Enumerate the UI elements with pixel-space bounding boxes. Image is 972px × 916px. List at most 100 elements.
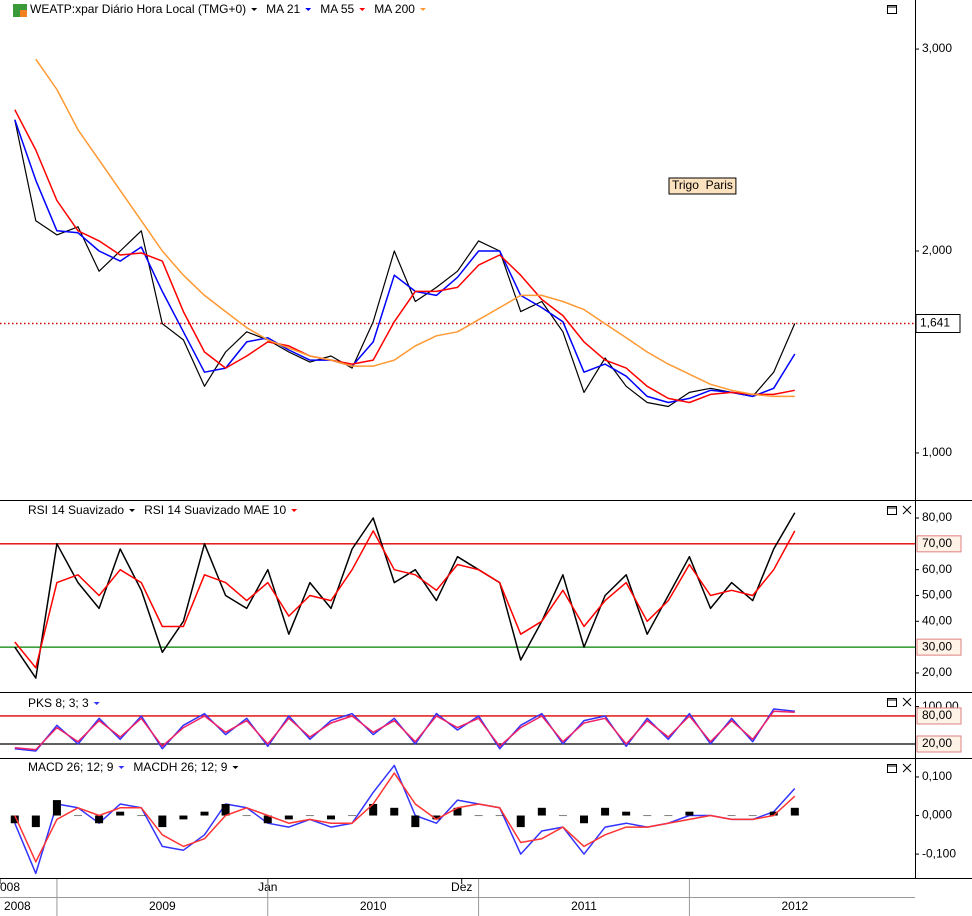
legend-entry: MACDH 26; 12; 9 [133, 760, 227, 774]
histogram-bar [221, 803, 230, 816]
last-price-box [915, 314, 961, 334]
histogram-bar [242, 815, 251, 817]
year-label: 2010 [360, 899, 387, 913]
histogram-bar [453, 807, 462, 816]
legend-dropdown [291, 509, 298, 512]
last-price-label: 1,641 [920, 316, 950, 330]
y-tick-label: 50,00 [922, 588, 952, 602]
y-tick-label: -0,100 [922, 846, 956, 860]
series-line [35, 58, 795, 398]
histogram-bar [495, 815, 504, 817]
legend-entry: MA 200 [374, 2, 415, 16]
series-line [14, 119, 796, 408]
y-tick-label: 3,000 [922, 41, 952, 55]
x-tick-label: Dez [451, 880, 472, 894]
y-tick-label: 80,00 [922, 510, 952, 524]
legend-entry: MA 55 [320, 2, 354, 16]
legend-entry: MA 21 [266, 2, 300, 16]
y-tick-label: 0,100 [922, 769, 952, 783]
year-label: 2011 [571, 899, 597, 913]
y-tick-label: 2,000 [922, 243, 952, 257]
y-tick-label: 1,000 [922, 445, 952, 459]
histogram-bar [790, 807, 799, 816]
legend-dropdown [305, 8, 312, 11]
histogram-bar [769, 811, 778, 816]
histogram-bar [116, 811, 125, 816]
histogram-bar [601, 807, 610, 816]
symbol-icon [13, 4, 27, 17]
histogram-bar [10, 815, 19, 824]
year-label: 2009 [149, 899, 176, 913]
histogram-bar [284, 815, 293, 820]
reference-label-box [916, 735, 962, 753]
histogram-bar [52, 800, 61, 816]
histogram-bar [369, 803, 378, 816]
legend-dropdown [93, 702, 100, 705]
histogram-bar [748, 815, 757, 817]
panel-plot [0, 58, 915, 408]
legend-dropdown [419, 8, 426, 11]
histogram-bar [537, 807, 546, 816]
y-tick-label: 40,00 [922, 613, 952, 627]
histogram-bar [558, 815, 567, 817]
legend-entry: WEATP:xpar Diário Hora Local (TMG+0) [30, 2, 246, 16]
histogram-bar [179, 815, 188, 820]
y-tick-label: 60,00 [922, 562, 952, 576]
histogram-bar [390, 807, 399, 816]
legend-entry: RSI 14 Suavizado [28, 503, 124, 517]
histogram-bar [622, 811, 631, 816]
histogram-bar [685, 811, 694, 816]
legend-entry: PKS 8; 3; 3 [28, 696, 89, 710]
legend-dropdown [118, 766, 125, 769]
panel-plot [0, 708, 915, 752]
histogram-bar [95, 815, 104, 824]
year-label: 2012 [781, 899, 808, 913]
x-tick-label: 008 [0, 880, 20, 894]
legend-entry: RSI 14 Suavizado MAE 10 [144, 503, 286, 517]
histogram-bar [348, 815, 357, 817]
histogram-bar [579, 815, 588, 824]
series-line [14, 530, 796, 669]
histogram-bar [411, 815, 420, 828]
histogram-bar [305, 815, 314, 817]
histogram-bar [263, 815, 272, 824]
year-label: 2008 [4, 899, 31, 913]
legend-dropdown [232, 766, 239, 769]
reference-label-box [916, 707, 962, 725]
panel-plot [0, 512, 915, 679]
legend-dropdown [129, 509, 136, 512]
panel-plot [10, 764, 799, 875]
reference-label: 80,00 [922, 708, 952, 722]
legend-entry: MACD 26; 12; 9 [28, 760, 114, 774]
histogram-bar [31, 815, 40, 828]
histogram-bar [158, 815, 167, 828]
legend-dropdown [359, 8, 366, 11]
histogram-bar [474, 815, 483, 817]
histogram-bar [432, 815, 441, 820]
y-tick-label: 0,000 [922, 808, 952, 822]
legend-dropdown [251, 8, 258, 11]
series-line [14, 109, 795, 404]
series-line [14, 710, 795, 751]
histogram-bar [74, 815, 83, 817]
reference-label-box [916, 535, 962, 553]
histogram-bar [727, 815, 736, 817]
series-line [14, 772, 796, 863]
histogram-bar [664, 815, 673, 817]
reference-label: 30,00 [922, 639, 952, 653]
reference-label-box [916, 638, 962, 656]
reference-label: 70,00 [922, 536, 952, 550]
y-tick-label: 20,00 [922, 665, 952, 679]
histogram-bar [137, 815, 146, 817]
annotation: Trigo Paris [672, 178, 733, 192]
histogram-bar [643, 815, 652, 817]
window-buttons[interactable] [887, 5, 912, 773]
annotation-box [668, 177, 737, 195]
histogram-bar [200, 811, 209, 816]
reference-label: 20,00 [922, 736, 952, 750]
histogram-bar [327, 815, 336, 820]
series-line [14, 512, 796, 679]
